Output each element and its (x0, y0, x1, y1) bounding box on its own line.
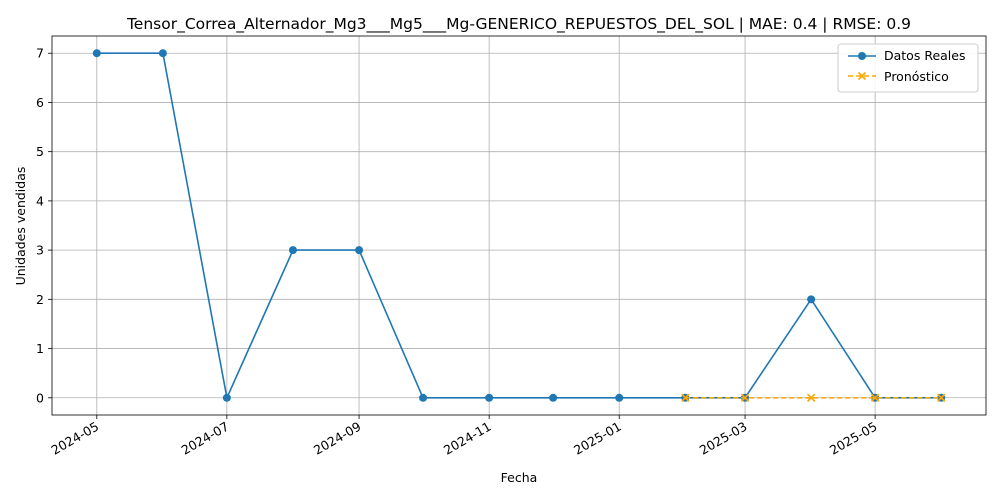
x-tick-label: 2024-07 (179, 419, 232, 458)
y-tick-label: 6 (36, 95, 44, 110)
y-tick-label: 2 (36, 292, 44, 307)
data-point-forecast (870, 393, 880, 402)
axes: 0 1 2 3 4 5 6 7 2024-05 2024-07 2024-09 2024-11 2025… (36, 35, 987, 458)
legend: Datos Reales Pronóstico (837, 43, 979, 93)
grid-lines (52, 36, 986, 415)
x-axis-label: Fecha (501, 470, 538, 485)
data-point-actual (222, 393, 231, 402)
data-point-actual (158, 49, 167, 58)
data-point-actual (615, 393, 624, 402)
chart-title: Tensor_Correa_Alternador_Mg3___Mg5___Mg-… (126, 15, 911, 34)
data-point-actual (807, 295, 816, 304)
data-point-forecast (937, 393, 946, 402)
series-line-actual (96, 52, 942, 401)
plot-frame (51, 35, 987, 416)
data-point-forecast (740, 393, 750, 402)
data-point-forecast (681, 393, 690, 402)
data-point-actual (288, 246, 297, 255)
y-tick-label: 5 (36, 144, 44, 159)
x-tick-label: 2024-11 (441, 419, 494, 458)
y-tick-label: 0 (36, 390, 44, 405)
data-point-actual (355, 246, 364, 255)
y-axis-label: Unidades vendidas (13, 167, 28, 286)
data-point-actual (549, 393, 558, 402)
x-tick-label: 2024-09 (311, 419, 364, 458)
x-tick-label: 2025-05 (827, 419, 880, 458)
legend-marker-forecast (857, 71, 867, 81)
x-tick-label: 2025-01 (571, 419, 624, 458)
series-layer (92, 49, 946, 402)
data-point-actual (419, 393, 428, 402)
y-tick-label: 7 (36, 46, 44, 61)
data-point-forecast (806, 393, 816, 402)
y-tick-label: 3 (36, 243, 44, 258)
y-tick-label: 1 (36, 341, 44, 356)
data-point-actual (92, 49, 101, 58)
legend-label-actual: Datos Reales (884, 48, 965, 63)
legend-label-forecast: Pronóstico (884, 69, 949, 84)
legend-marker-actual (858, 52, 866, 60)
data-point-actual (485, 393, 494, 402)
x-tick-label: 2024-05 (49, 419, 102, 458)
x-tick-label: 2025-03 (697, 419, 750, 458)
y-tick-label: 4 (36, 193, 44, 208)
